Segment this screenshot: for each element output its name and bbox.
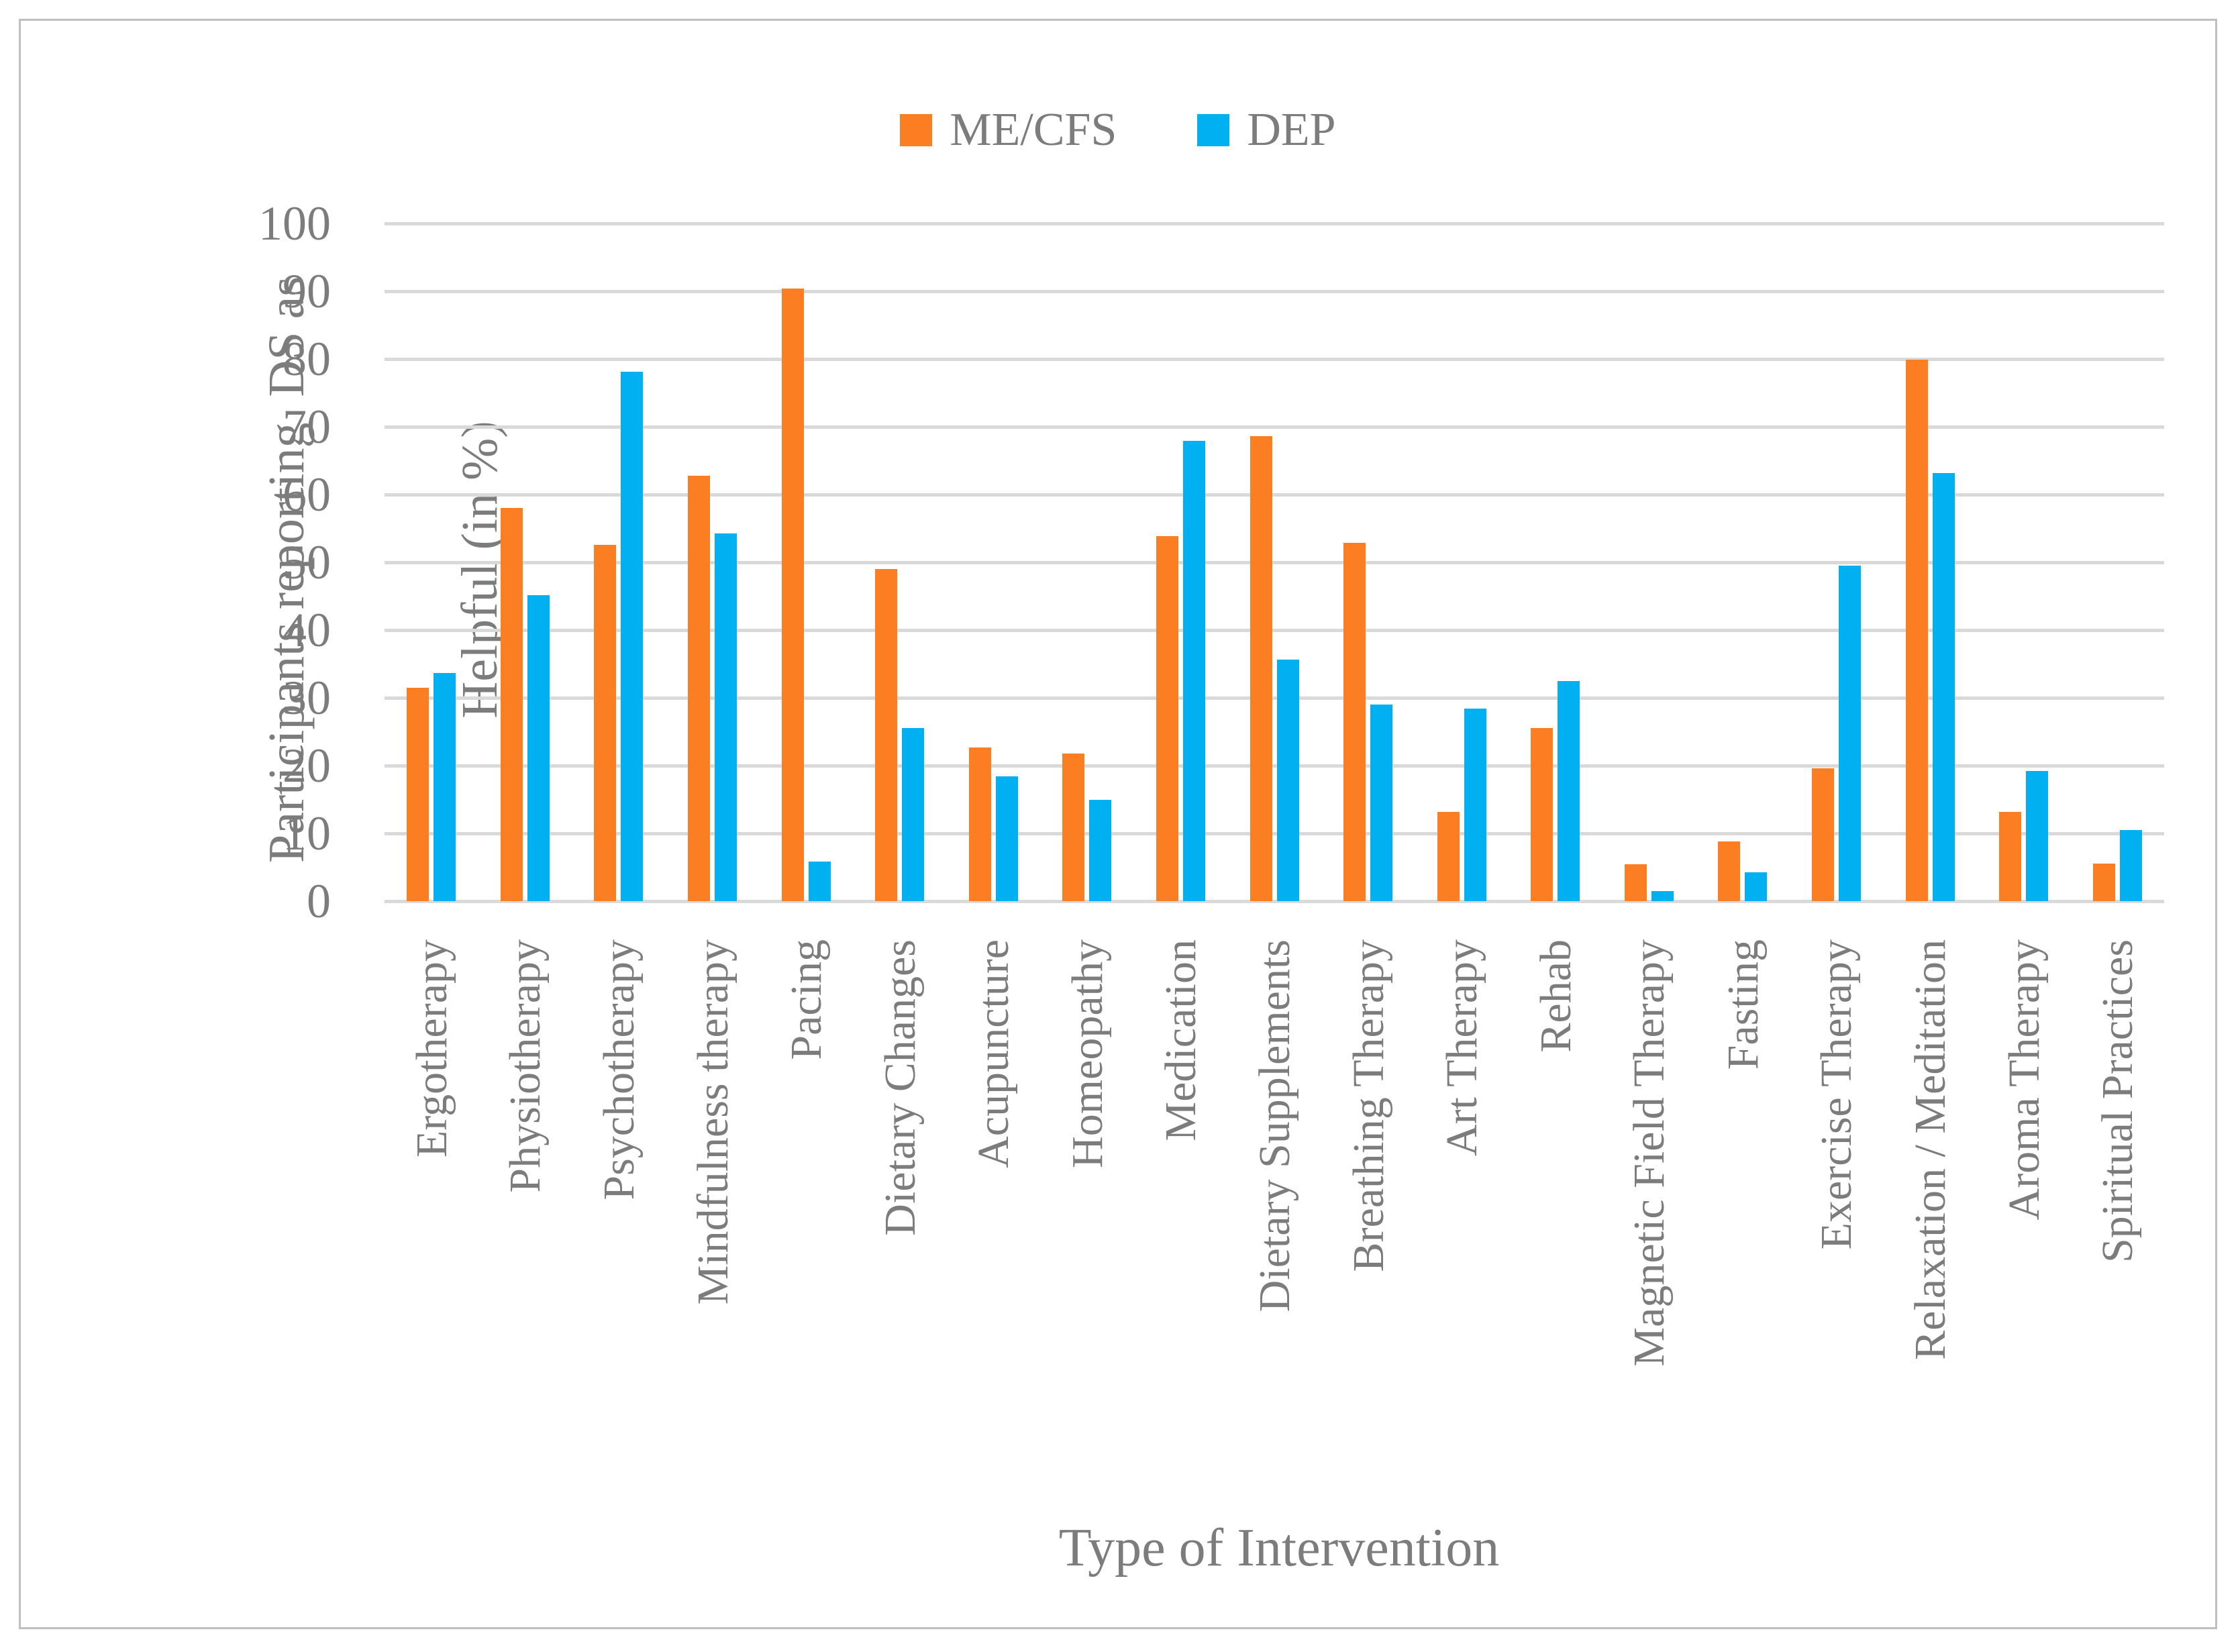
bar-dep-breathing-therapy [1370,705,1393,901]
bar-dep-art-therapy [1464,709,1486,901]
legend-item-dep: DEP [1197,104,1336,156]
gridline-y-0 [385,900,2164,903]
y-tick-label-80: 80 [283,332,331,386]
bar-me-cfs-rehab [1531,728,1554,901]
x-category-label-acupuncture: Acupuncture [969,939,1019,1168]
bar-me-cfs-dietary-supplements [1250,436,1272,901]
x-category-label-physiotherapy: Physiotherapy [501,939,550,1193]
bar-me-cfs-magnetic-field-therapy [1624,864,1647,901]
bar-me-cfs-psychotherapy [594,544,617,901]
legend-swatch-dep [1197,114,1230,146]
x-axis-title: Type of Intervention [1058,1518,1500,1578]
bar-dep-fasting [1745,872,1768,901]
y-tick-label-90: 90 [283,264,331,318]
bar-dep-medication [1182,441,1205,901]
y-tick-label-40: 40 [283,603,331,657]
bar-dep-homeopathy [1089,799,1112,901]
x-category-label-mindfulness-therapy: Mindfulness therapy [688,939,737,1305]
bar-me-cfs-breathing-therapy [1343,542,1366,901]
bar-me-cfs-homeopathy [1062,753,1085,901]
legend-swatch-mecfs [900,114,933,146]
gridline-y-50 [385,561,2164,564]
bar-me-cfs-pacing [781,288,804,901]
bar-me-cfs-exercise-therapy [1811,768,1834,901]
x-category-label-medication: Medication [1156,939,1206,1141]
bar-me-cfs-acupuncture [968,747,991,901]
gridline-y-20 [385,764,2164,768]
x-category-label-aroma-therapy: Aroma Therapy [1999,939,2049,1221]
x-category-label-exercise-therapy: Exercise Therapy [1812,939,1862,1250]
y-tick-label-70: 70 [283,400,331,454]
gridline-y-30 [385,696,2164,700]
bar-dep-spiritual-practices [2119,829,2142,901]
gridline-y-40 [385,629,2164,632]
bar-dep-physiotherapy [527,595,550,901]
y-tick-label-10: 10 [283,807,331,860]
bar-me-cfs-mindfulness-therapy [688,475,711,901]
x-category-label-art-therapy: Art Therapy [1437,939,1487,1157]
bar-me-cfs-fasting [1718,841,1741,901]
legend-item-mecfs: ME/CFS [900,107,1117,154]
x-category-label-relaxation-meditation: Relaxation / Meditation [1906,939,1955,1360]
x-category-label-dietary-supplements: Dietary Supplements [1250,939,1299,1312]
x-category-label-dietary-changes: Dietary Changes [875,939,925,1236]
bar-me-cfs-art-therapy [1437,811,1460,901]
bar-me-cfs-physiotherapy [500,508,523,901]
gridline-y-60 [385,493,2164,497]
y-tick-label-100: 100 [258,197,331,250]
y-tick-label-60: 60 [283,468,331,521]
x-category-label-spiritual-practices: Spiritual Practices [2093,939,2143,1263]
gridline-y-80 [385,358,2164,361]
bar-dep-dietary-supplements [1276,660,1299,901]
bar-dep-aroma-therapy [2026,771,2049,901]
bar-dep-acupuncture [995,776,1018,901]
gridline-y-90 [385,290,2164,293]
x-category-label-fasting: Fasting [1718,939,1768,1070]
x-category-label-breathing-therapy: Breathing Therapy [1343,939,1393,1272]
bar-dep-exercise-therapy [1838,566,1861,901]
gridline-y-100 [385,222,2164,225]
chart-legend: ME/CFS DEP [21,107,2215,154]
bar-dep-rehab [1558,680,1580,901]
bar-me-cfs-ergotherapy [407,687,429,901]
bar-dep-psychotherapy [621,372,644,901]
legend-label-mecfs: ME/CFS [950,104,1117,156]
x-category-label-homeopathy: Homeopathy [1062,939,1112,1168]
x-category-label-rehab: Rehab [1531,939,1580,1053]
bar-me-cfs-aroma-therapy [1999,811,2022,901]
bar-dep-mindfulness-therapy [715,533,737,901]
gridline-y-10 [385,832,2164,835]
bar-dep-ergotherapy [434,672,456,901]
bar-dep-relaxation-meditation [1932,472,1955,901]
x-category-label-psychotherapy: Psychotherapy [594,939,644,1200]
bar-dep-dietary-changes [902,728,925,901]
y-tick-label-50: 50 [283,535,331,589]
x-category-label-ergotherapy: Ergotherapy [407,939,456,1158]
figure-frame: ME/CFS DEP Participants reporting DS as … [19,19,2217,1629]
x-category-label-magnetic-field-therapy: Magnetic Field Therapy [1625,939,1674,1367]
y-tick-label-0: 0 [307,874,331,928]
bar-me-cfs-medication [1156,535,1178,901]
bar-me-cfs-relaxation-meditation [1905,360,1928,901]
y-tick-label-30: 30 [283,671,331,725]
bar-me-cfs-spiritual-practices [2092,864,2115,901]
bar-me-cfs-dietary-changes [875,569,898,901]
x-category-label-pacing: Pacing [782,939,831,1060]
gridline-y-70 [385,425,2164,429]
bar-dep-pacing [808,862,831,901]
y-tick-label-20: 20 [283,739,331,792]
legend-label-dep: DEP [1247,104,1336,156]
plot-area: 0 10 20 30 40 50 60 70 80 90 100 Ergotherapy Physiot… [21,21,2215,1627]
bar-dep-magnetic-field-therapy [1651,890,1674,901]
